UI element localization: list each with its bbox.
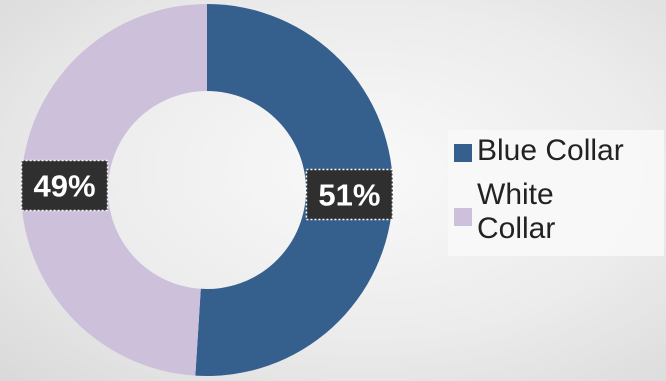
legend-label-blue-collar: Blue Collar [477,134,624,167]
legend-label-white-collar: White Collar [477,178,556,245]
chart-legend: Blue Collar White Collar [448,130,664,256]
donut-slices [21,4,394,376]
legend-item-blue-collar: Blue Collar [448,134,657,168]
legend-item-white-collar: White Collar [448,178,597,246]
data-label-text-blue-collar: 51% [318,177,380,212]
data-label-box-white-collar [20,159,109,212]
data-label-box-blue-collar [305,168,394,221]
data-label-blue-collar: 51% [305,168,394,221]
slice-white-collar [21,4,208,376]
legend-swatch-blue-collar [454,144,472,162]
legend-swatch-white-collar [454,208,472,226]
data-label-white-collar: 49% [20,159,109,212]
data-labels: 51% 49% [20,159,394,221]
slice-blue-collar [195,4,394,376]
data-label-text-white-collar: 49% [34,169,96,204]
